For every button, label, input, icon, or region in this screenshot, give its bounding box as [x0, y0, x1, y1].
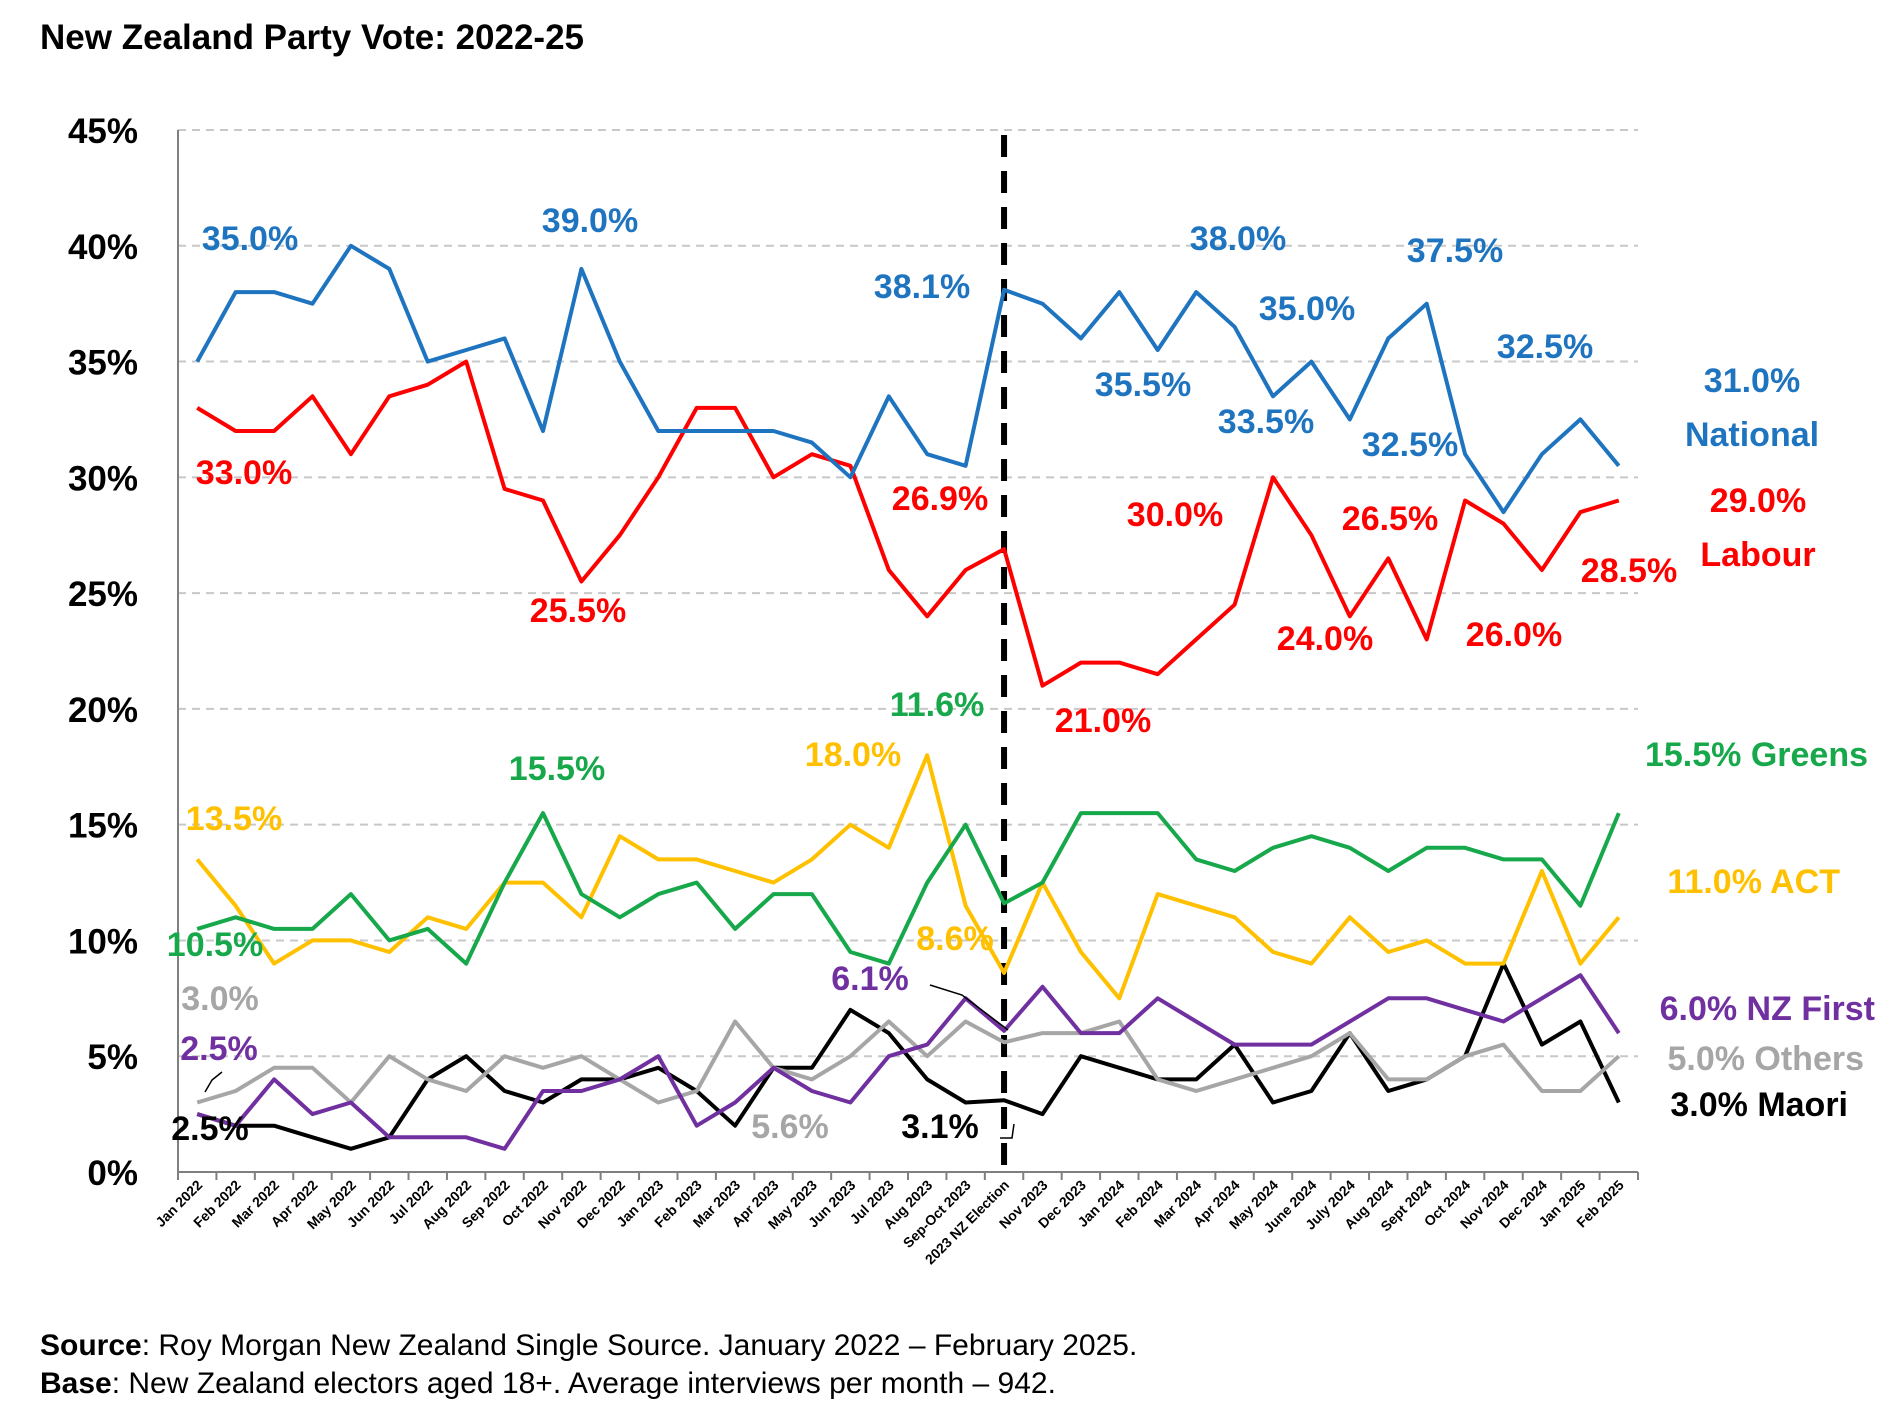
data-label-national: 35.0%	[1259, 290, 1355, 328]
footer-source-text: : Roy Morgan New Zealand Single Source. …	[141, 1329, 1138, 1362]
data-label-act: 13.5%	[186, 800, 282, 838]
y-tick-label: 30%	[68, 459, 138, 498]
series-line-greens	[196, 811, 1621, 966]
data-label-maori: 2.5%	[171, 1110, 249, 1148]
y-tick-label: 5%	[87, 1038, 138, 1077]
y-tick-label: 15%	[68, 807, 138, 846]
data-label-labour: 33.0%	[196, 454, 292, 492]
data-label-labour: 30.0%	[1127, 496, 1223, 534]
chart-title: New Zealand Party Vote: 2022-25	[40, 18, 585, 57]
y-tick-label: 10%	[68, 922, 138, 961]
y-tick-label: 0%	[87, 1154, 138, 1193]
data-label-national: 35.0%	[202, 220, 298, 258]
data-label-nzfirst: 6.0% NZ First	[1660, 990, 1875, 1028]
data-label-labour: 28.5%	[1581, 552, 1677, 590]
footer-base-label: Base	[40, 1367, 112, 1400]
data-label-maori: 3.0% Maori	[1670, 1086, 1848, 1124]
data-label-national: 38.0%	[1190, 220, 1286, 258]
data-label-others: 5.6%	[751, 1108, 829, 1146]
footer-base-text: : New Zealand electors aged 18+. Average…	[111, 1367, 1056, 1400]
data-label-nzfirst: 2.5%	[180, 1030, 258, 1068]
data-label-labour: 29.0%	[1710, 482, 1806, 520]
data-label-national: 37.5%	[1407, 232, 1503, 270]
data-label-greens: 15.5%	[509, 750, 605, 788]
data-label-national: National	[1685, 416, 1819, 454]
data-label-nzfirst: 6.1%	[831, 960, 909, 998]
data-label-national: 32.5%	[1362, 426, 1458, 464]
footer-base: Base: New Zealand electors aged 18+. Ave…	[40, 1367, 1056, 1401]
data-label-greens: 11.6%	[890, 686, 985, 724]
data-label-labour: 26.9%	[892, 480, 988, 518]
leader-line-maori	[1000, 1123, 1015, 1139]
y-tick-label: 45%	[68, 112, 138, 151]
data-label-national: 35.5%	[1095, 366, 1191, 404]
data-label-labour: 26.0%	[1466, 616, 1562, 654]
data-label-national: 33.5%	[1218, 403, 1314, 441]
data-label-act: 8.6%	[916, 920, 994, 958]
data-label-labour: Labour	[1700, 536, 1815, 574]
data-label-national: 31.0%	[1704, 362, 1800, 400]
data-label-national: 38.1%	[874, 268, 970, 306]
data-label-maori: 3.1%	[901, 1108, 979, 1146]
data-label-labour: 26.5%	[1342, 500, 1438, 538]
series-line-labour	[196, 359, 1620, 688]
series-line-maori	[196, 961, 1621, 1151]
data-label-act: 18.0%	[805, 736, 901, 774]
y-tick-label: 40%	[68, 228, 138, 267]
series-line-national	[195, 243, 1621, 515]
data-label-act: 11.0% ACT	[1667, 863, 1840, 901]
leader-line-maori-start	[204, 1071, 223, 1093]
series-line-others	[196, 1019, 1621, 1105]
data-label-others: 3.0%	[181, 980, 259, 1018]
data-label-labour: 24.0%	[1277, 620, 1373, 658]
series-line-nzfirst	[196, 973, 1621, 1151]
y-tick-label: 20%	[68, 691, 138, 730]
data-label-national: 32.5%	[1497, 328, 1593, 366]
footer-source-label: Source	[40, 1329, 142, 1362]
leader-line-nzfirst	[929, 984, 1009, 1031]
data-label-others: 5.0% Others	[1667, 1040, 1864, 1078]
series-line-act	[195, 753, 1621, 1001]
y-tick-label: 25%	[68, 575, 138, 614]
data-label-labour: 25.5%	[530, 592, 626, 630]
y-tick-label: 35%	[68, 344, 138, 383]
data-label-greens: 10.5%	[167, 926, 263, 964]
data-label-greens: 15.5% Greens	[1645, 736, 1868, 774]
data-label-labour: 21.0%	[1055, 702, 1151, 740]
footer-source: Source: Roy Morgan New Zealand Single So…	[40, 1329, 1137, 1363]
data-label-national: 39.0%	[542, 202, 638, 240]
